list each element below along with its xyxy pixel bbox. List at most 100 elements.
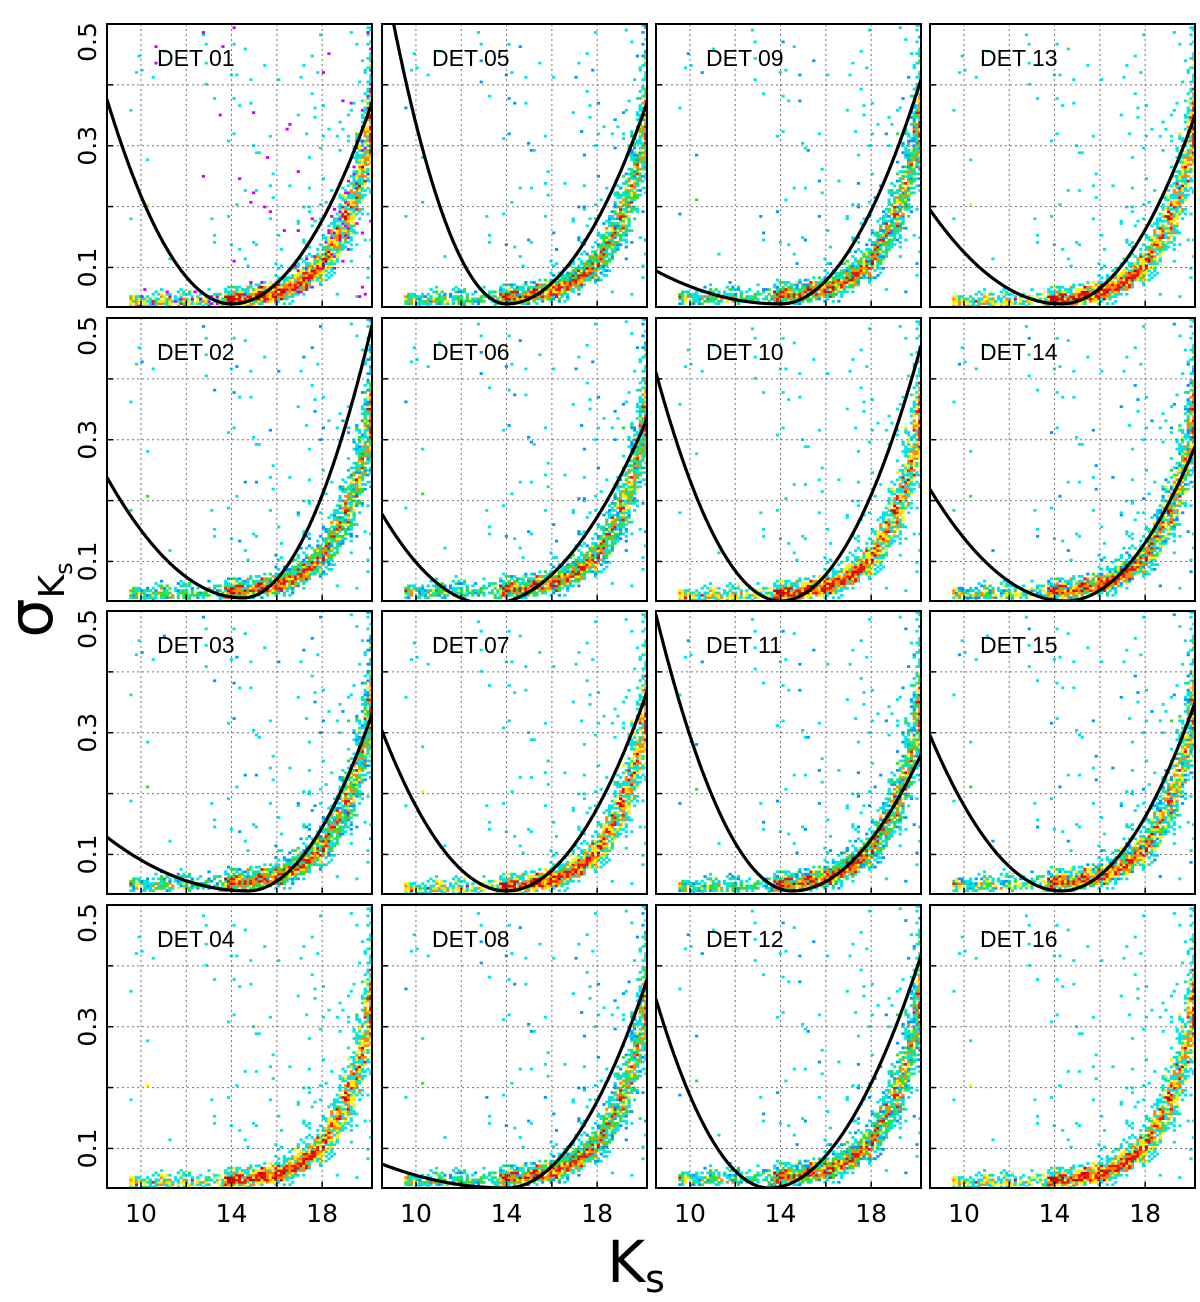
density-cell [293,285,298,289]
density-cell [355,200,359,204]
density-cell [360,174,365,178]
density-cell [624,189,628,192]
density-cell [815,283,819,287]
density-cell [299,288,303,291]
density-cell [957,71,962,74]
density-cell [243,593,247,597]
density-cell [641,167,645,171]
density-cell [179,299,183,303]
density-cell [854,281,858,284]
density-cell [865,276,869,280]
density-cell [327,539,331,543]
density-cell [1055,297,1059,301]
density-cell [319,549,323,552]
density-cell [369,94,372,98]
density-cell [644,90,647,93]
density-cell [681,290,685,294]
density-cell [1175,191,1179,195]
density-cell [854,269,858,273]
density-cell [594,250,598,254]
density-cell [238,304,242,307]
density-cell [594,266,598,270]
density-cell [332,513,337,517]
density-cell [504,295,508,298]
density-cell [330,236,334,240]
density-cell [302,586,306,590]
density-cell [137,589,141,592]
density-cell [229,584,233,588]
density-cell [1161,207,1165,211]
density-cell [366,118,370,122]
density-cell [898,224,902,228]
density-cell [635,182,640,185]
density-cell [510,292,514,296]
density-cell [319,565,323,569]
density-cell [762,288,766,291]
density-cell [912,139,916,143]
density-cell [893,203,897,206]
density-cell [616,191,620,195]
density-cell [582,273,587,277]
density-cell [321,245,325,249]
density-cell [240,589,245,592]
density-cell [633,78,637,81]
density-cell [246,579,250,583]
density-cell [1075,302,1079,306]
density-cell [918,94,921,98]
density-cell [812,281,816,284]
density-cell [238,539,242,543]
density-cell [358,487,362,491]
density-cell [1192,160,1195,164]
density-cell [324,542,328,545]
density-cell [260,285,264,289]
density-cell [285,570,289,574]
density-cell [221,596,225,600]
density-cell [330,215,334,218]
density-cell [580,266,584,270]
density-cell [988,302,992,306]
density-cell [596,266,600,270]
density-cell [895,215,900,218]
density-cell [546,170,550,173]
density-cell [129,108,133,112]
density-cell [363,445,367,449]
density-cell [865,248,869,251]
density-cell [918,59,921,63]
density-cell [1125,269,1129,273]
density-cell [1192,104,1195,107]
density-cell [1155,236,1160,240]
density-cell [904,38,908,41]
density-cell [585,264,589,268]
density-cell [803,288,808,291]
density-cell [842,262,847,265]
density-cell [457,299,461,303]
density-cell [633,146,637,150]
density-cell [873,276,877,280]
density-cell [695,299,699,303]
density-cell [912,120,916,124]
density-cell [338,233,342,237]
density-cell [605,226,609,230]
density-cell [521,290,525,294]
density-cell [1111,295,1115,298]
density-cell [358,146,362,150]
density-cell [607,238,612,242]
density-cell [566,271,570,275]
density-cell [302,269,306,273]
density-cell [1192,139,1195,143]
density-cell [1186,139,1190,143]
density-cell [901,191,905,195]
density-cell [582,271,587,275]
density-cell [285,577,289,581]
density-cell [349,236,353,240]
density-cell [918,141,921,145]
density-cell [775,288,780,291]
density-cell [635,210,640,214]
density-cell [324,259,328,263]
density-cell [207,586,211,590]
density-cell [327,560,331,564]
density-cell [1181,182,1185,185]
density-cell [1077,243,1082,247]
density-cell [624,212,628,216]
